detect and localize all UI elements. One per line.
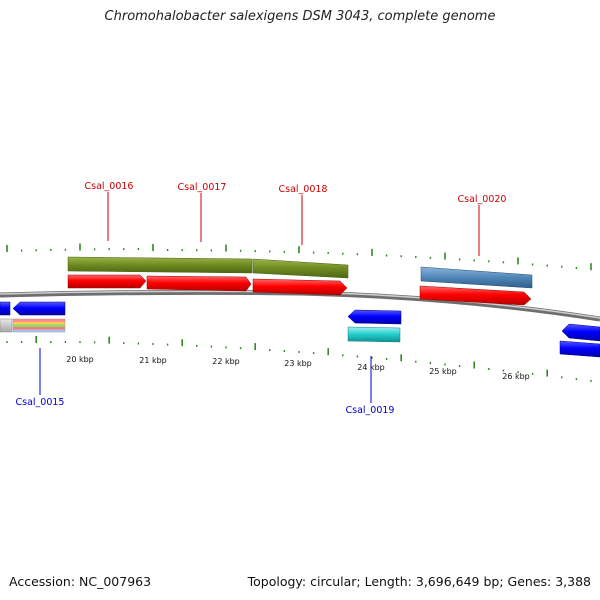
gene-label-csal-0015[interactable]: Csal_0015: [16, 397, 65, 408]
gene-label-csal-0020[interactable]: Csal_0020: [458, 194, 507, 205]
gene-label-csal-0018[interactable]: Csal_0018: [279, 184, 328, 195]
gray-feature-block[interactable]: [0, 318, 13, 333]
olive-feature-block[interactable]: [67, 256, 253, 274]
scale-label: 26 kbp: [502, 372, 530, 381]
accession-text: Accession: NC_007963: [9, 574, 152, 589]
forward-gene-csal-0017[interactable]: [146, 275, 252, 292]
outer-tick-ring: [6, 243, 592, 271]
scale-label: 23 kbp: [284, 359, 312, 368]
gene-label-csal-0016[interactable]: Csal_0016: [85, 181, 134, 192]
gene-label-csal-0017[interactable]: Csal_0017: [178, 182, 227, 193]
steel-feature-block[interactable]: [420, 266, 533, 289]
gene-label-csal-0019[interactable]: Csal_0019: [346, 405, 395, 416]
scale-label: 25 kbp: [429, 367, 457, 376]
genome-summary-text: Topology: circular; Length: 3,696,649 bp…: [247, 574, 591, 589]
forward-gene-csal-0020[interactable]: [419, 285, 532, 306]
reverse-gene-partial[interactable]: [561, 323, 600, 342]
multicolor-feature-block[interactable]: [12, 318, 66, 333]
scale-label: 24 kbp: [357, 363, 385, 372]
cyan-feature-block[interactable]: [347, 326, 401, 343]
label-leaders: [39, 192, 480, 403]
reverse-gene-partial[interactable]: [0, 301, 11, 316]
map-title: Chromohalobacter salexigens DSM 3043, co…: [104, 9, 496, 24]
scale-label: 22 kbp: [212, 357, 240, 366]
reverse-gene-csal-0015[interactable]: [12, 301, 66, 316]
olive-feature-block[interactable]: [252, 258, 349, 279]
scale-label: 20 kbp: [66, 355, 94, 364]
forward-gene-csal-0016[interactable]: [67, 274, 147, 289]
scale-label: 21 kbp: [139, 356, 167, 365]
inner-tick-ring: [6, 336, 592, 382]
reverse-gene-csal-0019[interactable]: [347, 309, 402, 325]
reverse-gene-partial[interactable]: [559, 340, 600, 358]
forward-gene-csal-0018[interactable]: [252, 278, 348, 296]
